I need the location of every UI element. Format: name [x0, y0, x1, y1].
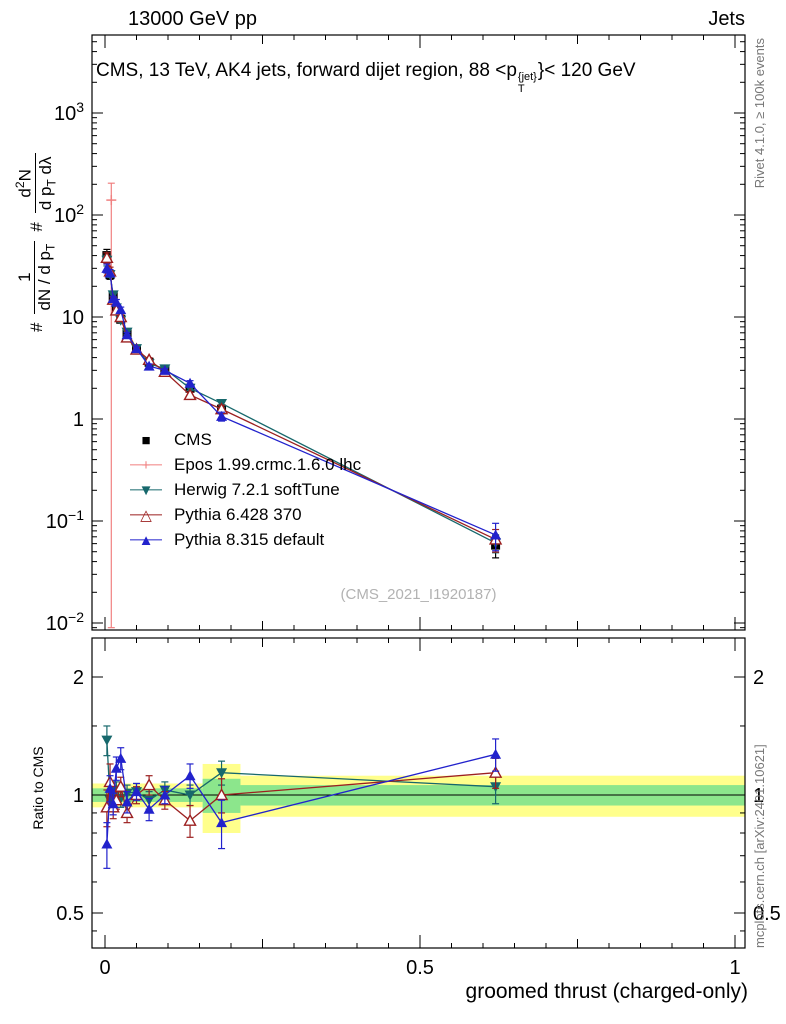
frac2-numerator: d2N	[13, 169, 35, 198]
main-panel-series	[100, 182, 503, 629]
legend-item-epos: + Epos 1.99.crmc.1.6.0 lhc	[128, 455, 361, 475]
ratio-y-tick-label-right: 0.5	[753, 903, 781, 925]
herwig-triangle-marker-icon: ▼	[128, 483, 164, 498]
main-y-tick-label: 10	[62, 307, 84, 329]
ylabel-hash-2: #	[26, 222, 46, 232]
legend: ■ CMS + Epos 1.99.crmc.1.6.0 lhc ▼ Herwi…	[128, 430, 362, 555]
ylabel-fraction-2: d2N d pT dλ	[13, 153, 60, 214]
mcplots-arxiv-label: mcplots.cern.ch [arXiv:2401.10621]	[752, 744, 767, 948]
legend-label-cms: CMS	[174, 430, 212, 449]
pt-supsub: {jet} T	[518, 72, 537, 95]
x-axis-label: groomed thrust (charged-only)	[465, 980, 748, 1003]
pythia8-triangle-marker-icon: ▲	[128, 533, 164, 548]
main-y-tick-label: 1	[73, 409, 84, 431]
main-series-pythia8	[101, 262, 502, 552]
ratio-y-tick-label-left: 1	[73, 785, 84, 807]
analysis-id-watermark: (CMS_2021_I1920187)	[340, 586, 497, 603]
legend-label-pythia6: Pythia 6.428 370	[174, 505, 302, 524]
legend-label-herwig: Herwig 7.2.1 softTune	[174, 480, 340, 499]
x-tick-label: 0.5	[406, 957, 434, 979]
x-tick-label: 1	[729, 957, 740, 979]
x-tick-label: 0	[99, 957, 110, 979]
frac1-denominator: dN / d pT	[34, 240, 59, 314]
ratio-series-pythia8	[101, 738, 502, 869]
ratio-y-tick-label-left: 0.5	[56, 903, 84, 925]
ylabel-hash-1: #	[26, 322, 46, 332]
frac1-numerator: 1	[14, 272, 34, 282]
legend-item-pythia6: △ Pythia 6.428 370	[128, 505, 361, 525]
pt-superscript: {jet}	[517, 71, 537, 83]
plot-title: CMS, 13 TeV, AK4 jets, forward dijet reg…	[96, 60, 636, 95]
plot-title-suffix: }< 120 GeV	[537, 60, 636, 81]
plot-title-text: CMS, 13 TeV, AK4 jets, forward dijet reg…	[96, 60, 517, 81]
main-y-tick-label: 10−1	[46, 507, 84, 533]
ylabel-fraction-1: 1 dN / d pT	[14, 240, 59, 314]
main-y-tick-label: 10−2	[46, 609, 84, 635]
legend-label-pythia8: Pythia 8.315 default	[174, 530, 325, 549]
ratio-panel-series	[100, 725, 503, 869]
main-y-tick-label: 103	[54, 99, 84, 125]
ratio-y-axis-label: Ratio to CMS	[30, 746, 46, 830]
legend-item-cms: ■ CMS	[128, 430, 361, 450]
frac2-denominator: d pT dλ	[35, 153, 60, 214]
cms-square-marker-icon: ■	[141, 431, 151, 449]
legend-label-epos: Epos 1.99.crmc.1.6.0 lhc	[174, 455, 362, 474]
main-y-axis-label: # 1 dN / d pT # d2N d pT dλ	[13, 153, 60, 332]
tick-labels: 10−2 10−1 1 10 102 103 0.5 0.5 1 1 2 2 0 0.5 1	[46, 99, 781, 979]
axis-ticks	[92, 35, 745, 948]
ratio-y-tick-label-right: 2	[753, 667, 764, 689]
pythia6-triangle-marker-icon: △	[128, 508, 164, 523]
analysis-group-label: Jets	[708, 8, 745, 30]
rivet-version-label: Rivet 4.1.0, ≥ 100k events	[752, 38, 767, 189]
legend-item-pythia8: ▲ Pythia 8.315 default	[128, 530, 361, 550]
ratio-y-tick-label-left: 2	[73, 667, 84, 689]
beam-energy-label: 13000 GeV pp	[128, 8, 257, 30]
legend-item-herwig: ▼ Herwig 7.2.1 softTune	[128, 480, 361, 500]
epos-plus-marker-icon: +	[128, 458, 164, 473]
main-y-tick-label: 102	[54, 201, 84, 227]
pt-subscript: T	[517, 83, 525, 95]
ratio-y-tick-label-right: 1	[753, 785, 764, 807]
